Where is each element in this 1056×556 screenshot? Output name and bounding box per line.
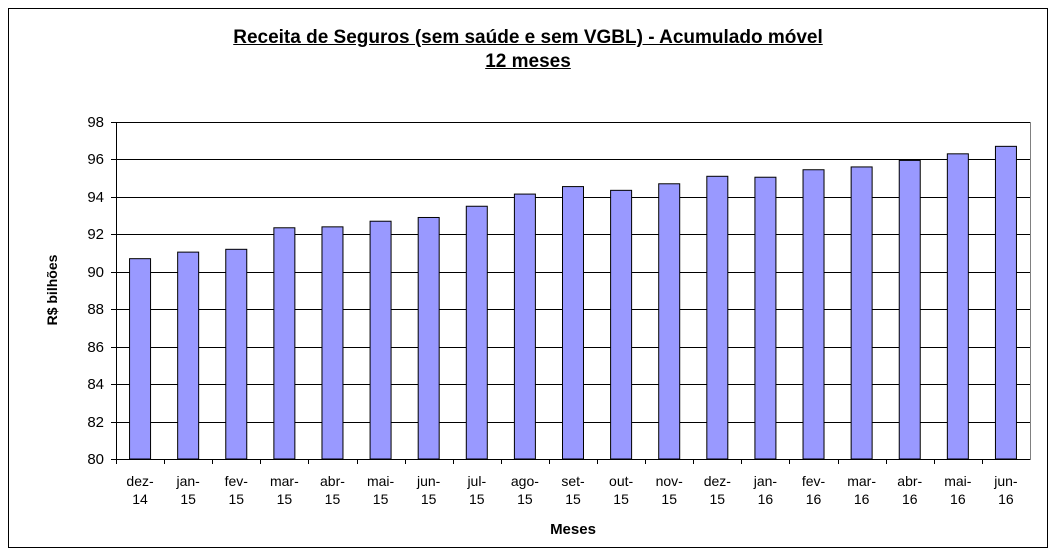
x-tick-label: fev- 15	[224, 473, 248, 507]
y-tick-label: 96	[87, 150, 104, 168]
x-tick-label: jun- 16	[994, 473, 1018, 507]
bar	[369, 220, 392, 460]
bar	[850, 166, 873, 460]
bar	[129, 258, 152, 460]
y-tick-label: 86	[87, 338, 104, 356]
y-tick-label: 84	[87, 375, 104, 393]
chart-title: Receita de Seguros (sem saúde e sem VGBL…	[233, 27, 823, 72]
x-tick-label: mai- 15	[366, 473, 395, 507]
y-axis-label: R$ bilhões	[44, 254, 60, 326]
x-tick-label: jun- 15	[416, 473, 441, 507]
y-tick-label: 88	[87, 300, 104, 318]
y-tick-label: 90	[87, 263, 104, 281]
y-tick-label: 82	[87, 413, 104, 431]
bar	[417, 216, 440, 460]
x-tick-label: jul- 15	[467, 473, 487, 507]
y-tick-label: 94	[87, 188, 104, 206]
x-tick-label: dez- 14	[126, 473, 154, 507]
bar	[273, 227, 296, 460]
x-tick-label: jan- 16	[753, 473, 778, 507]
x-tick-label: set- 15	[561, 473, 585, 507]
x-tick-label: abr- 16	[897, 473, 923, 507]
x-tick-label: mar- 16	[847, 473, 877, 507]
y-tick-label: 92	[87, 225, 104, 243]
chart-border	[8, 8, 1048, 548]
bar	[754, 176, 777, 460]
bar	[658, 183, 681, 460]
bar	[610, 189, 633, 460]
x-tick-label: dez- 15	[703, 473, 731, 507]
y-tick-label: 80	[87, 450, 104, 468]
bar	[898, 159, 921, 460]
bar	[994, 145, 1017, 460]
x-tick-label: mai- 16	[944, 473, 972, 507]
x-tick-label: out- 15	[609, 473, 634, 507]
bar	[513, 193, 536, 460]
bar	[465, 205, 488, 460]
x-tick-label: fev- 16	[801, 473, 826, 507]
x-tick-label: abr- 15	[320, 473, 345, 507]
x-axis-label: Meses	[550, 521, 596, 538]
bar	[562, 186, 584, 460]
bar	[802, 169, 825, 460]
x-tick-label: nov- 15	[655, 473, 683, 507]
y-tick-label: 98	[87, 113, 104, 131]
bar	[321, 226, 344, 460]
x-tick-label: mar- 15	[269, 473, 299, 507]
bar	[225, 248, 248, 460]
bar	[177, 251, 200, 460]
bar	[946, 153, 969, 460]
x-tick-label: ago- 15	[510, 473, 539, 507]
x-tick-label: jan- 15	[176, 473, 200, 507]
bar	[706, 175, 729, 460]
